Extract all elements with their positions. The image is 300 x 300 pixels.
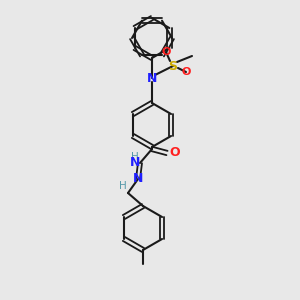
Text: H: H bbox=[131, 152, 139, 162]
Text: O: O bbox=[161, 47, 171, 57]
Text: O: O bbox=[169, 146, 180, 160]
Text: H: H bbox=[119, 181, 127, 191]
Text: N: N bbox=[130, 157, 140, 169]
Text: N: N bbox=[147, 71, 157, 85]
Text: N: N bbox=[133, 172, 143, 185]
Text: S: S bbox=[169, 59, 178, 73]
Text: O: O bbox=[181, 67, 191, 77]
